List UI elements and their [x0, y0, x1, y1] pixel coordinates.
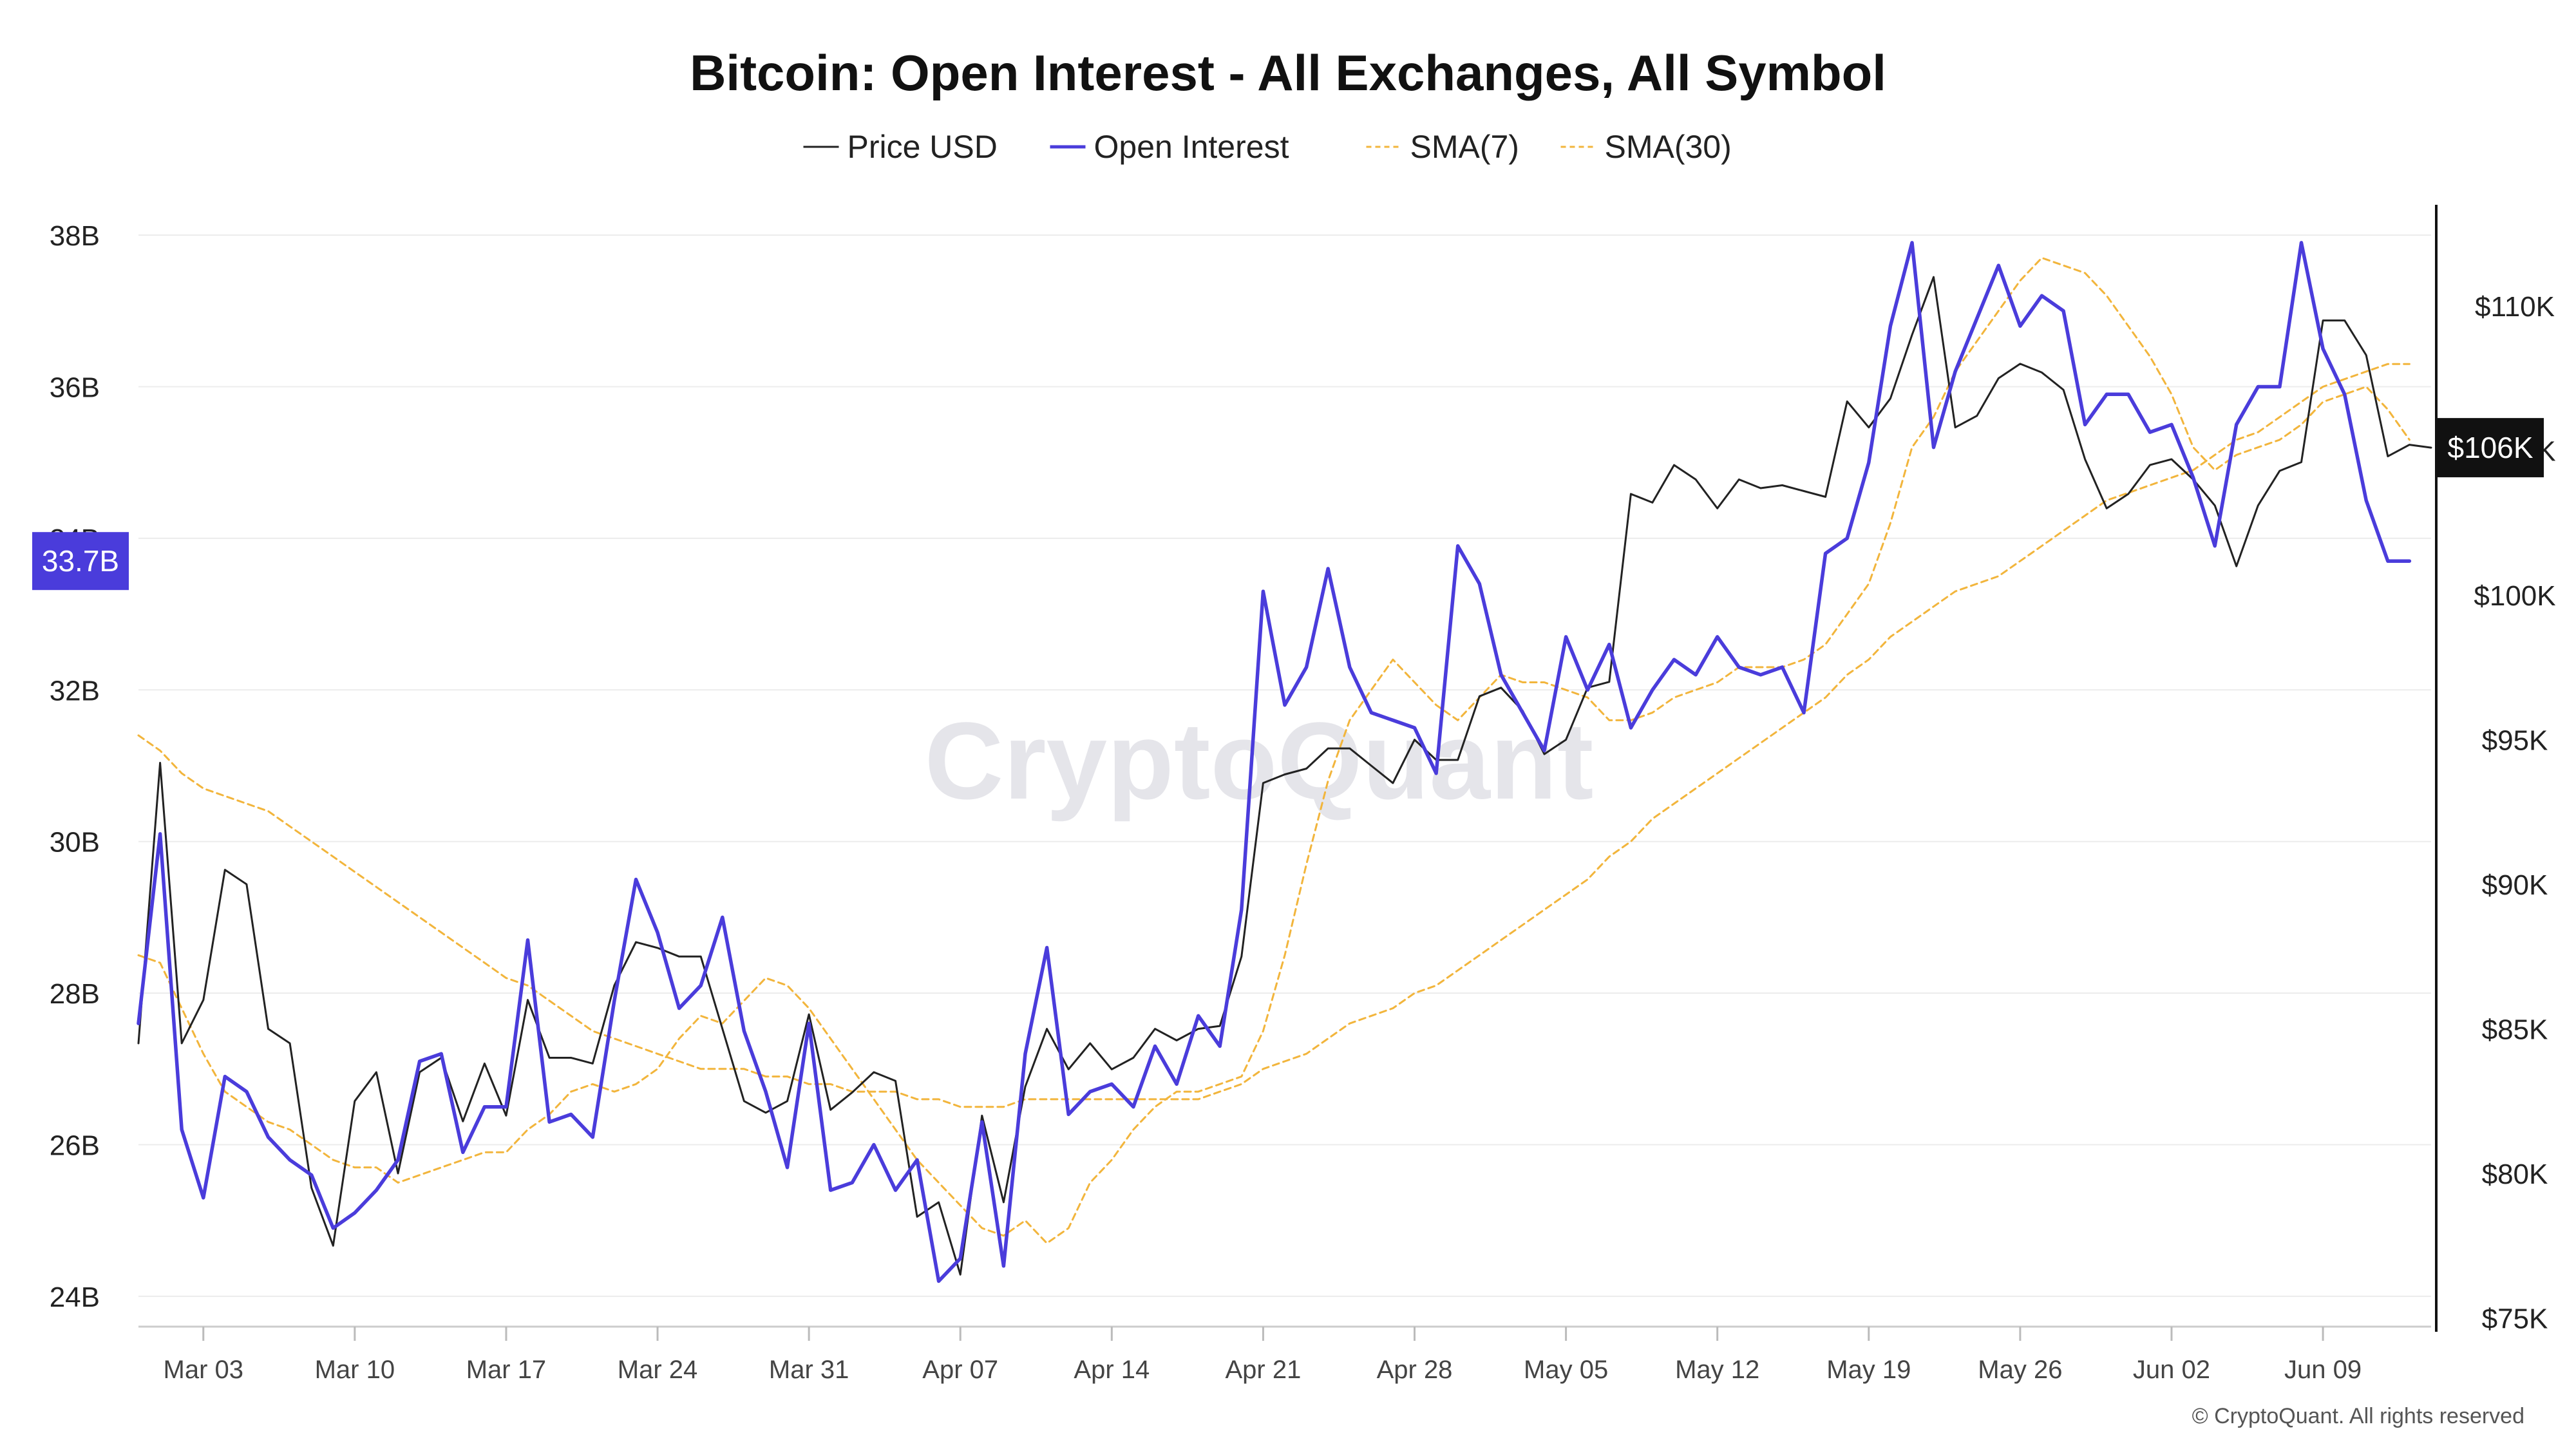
series-line-open-interest	[137, 241, 2412, 1283]
chart-title: Bitcoin: Open Interest - All Exchanges, …	[690, 44, 1886, 101]
legend-label: SMA(7)	[1410, 129, 1519, 165]
y-left-tick-label: 38B	[50, 220, 100, 252]
legend-item: SMA(7)	[1366, 129, 1519, 165]
x-tick-label: Apr 28	[1377, 1356, 1453, 1384]
legend-label: SMA(30)	[1605, 129, 1732, 165]
open-interest-badge-label: 33.7B	[42, 544, 119, 578]
x-tick-label: May 19	[1826, 1356, 1911, 1384]
legend-label: Open Interest	[1094, 129, 1289, 165]
legend-item: Open Interest	[1050, 129, 1289, 165]
y-left-tick-label: 30B	[50, 827, 100, 858]
y-right-tick-label: $85K	[2482, 1014, 2548, 1046]
series-line-sma-30	[137, 363, 2410, 1108]
y-right-tick-label: $90K	[2482, 869, 2548, 901]
x-tick-label: Jun 09	[2284, 1356, 2362, 1384]
watermark: CryptoQuant	[925, 700, 1594, 822]
x-tick-label: May 26	[1978, 1356, 2062, 1384]
gridlines	[138, 234, 2431, 1297]
current-value-badges: 33.7B $106K	[32, 418, 2544, 591]
copyright-text: © CryptoQuant. All rights reserved	[2192, 1404, 2524, 1428]
price-badge-label: $106K	[2447, 431, 2533, 464]
x-tick-label: Apr 21	[1225, 1356, 1301, 1384]
legend: Price USD Open Interest SMA(7) SMA(30)	[803, 129, 1732, 165]
y-left-tick-label: 36B	[50, 372, 100, 403]
x-tick-label: Apr 07	[922, 1356, 998, 1384]
price-badge	[2438, 418, 2544, 478]
x-tick-label: May 05	[1524, 1356, 1608, 1384]
y-left-tick-label: 28B	[50, 978, 100, 1010]
y-right-tick-label: $95K	[2482, 725, 2548, 757]
open-interest-badge	[32, 532, 129, 591]
x-tick-label: Apr 14	[1074, 1356, 1150, 1384]
legend-item: Price USD	[803, 129, 998, 165]
x-tick-label: Jun 02	[2133, 1356, 2210, 1384]
x-tick-label: Mar 10	[315, 1356, 395, 1384]
series-line-price-usd	[137, 276, 2432, 1276]
y-right-tick-label: $75K	[2482, 1303, 2548, 1335]
y-right-tick-label: $100K	[2474, 580, 2555, 612]
axes: 24B26B28B30B32B34B36B38B$75K$80K$85K$90K…	[50, 205, 2556, 1384]
legend-item: SMA(30)	[1560, 129, 1732, 165]
y-right-tick-label: $80K	[2482, 1159, 2548, 1190]
y-right-tick-label: $110K	[2475, 291, 2555, 323]
legend-label: Price USD	[848, 129, 998, 165]
x-tick-label: Mar 03	[164, 1356, 244, 1384]
x-tick-label: Mar 17	[466, 1356, 547, 1384]
x-tick-label: Mar 24	[618, 1356, 698, 1384]
y-left-tick-label: 32B	[50, 675, 100, 706]
y-left-tick-label: 24B	[50, 1282, 100, 1313]
x-tick-label: May 12	[1675, 1356, 1759, 1384]
y-left-tick-label: 26B	[50, 1130, 100, 1162]
plot-area	[137, 241, 2432, 1283]
series-line-sma-7	[137, 256, 2410, 1244]
x-tick-label: Mar 31	[769, 1356, 849, 1384]
